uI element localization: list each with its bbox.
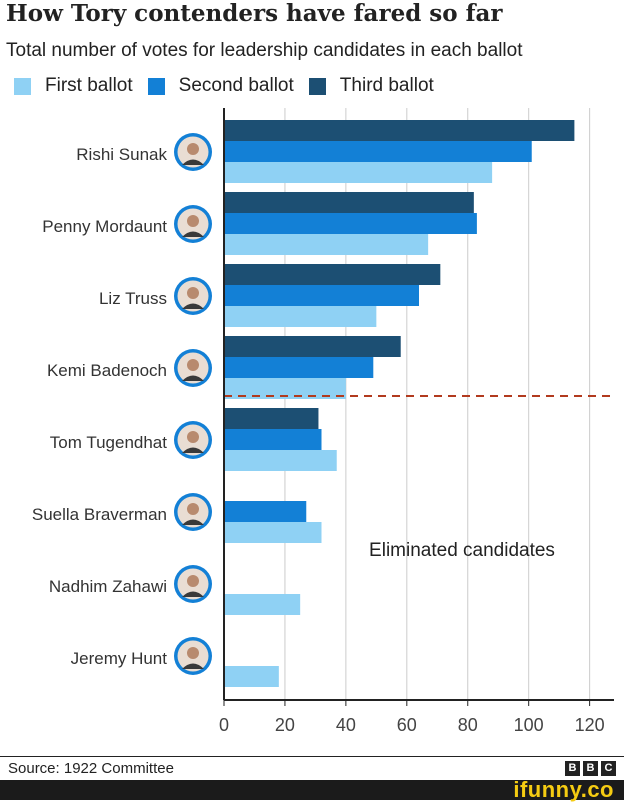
x-tick-label: 40 — [336, 715, 356, 735]
bar-third-ballot — [224, 336, 401, 357]
bbc-logo-letter: C — [601, 761, 616, 776]
category-label: Rishi Sunak — [76, 145, 167, 164]
bar-first-ballot — [224, 594, 301, 615]
candidate-avatar-body — [182, 519, 204, 525]
bar-third-ballot — [224, 408, 319, 429]
candidate-avatar-head — [187, 359, 199, 371]
candidate-avatar-head — [187, 647, 199, 659]
category-label: Suella Braverman — [32, 505, 167, 524]
legend-swatch-first-ballot — [14, 77, 31, 95]
bbc-logo: B B C — [562, 761, 616, 776]
x-tick-label: 0 — [219, 715, 229, 735]
legend-label-second-ballot: Second ballot — [178, 75, 294, 96]
legend: First ballot Second ballot Third ballot — [14, 74, 449, 98]
candidate-avatar-body — [182, 375, 204, 381]
legend-item-first-ballot: First ballot — [14, 75, 133, 97]
x-tick-label: 120 — [575, 715, 605, 735]
legend-swatch-third-ballot — [308, 77, 326, 95]
bar-second-ballot — [224, 501, 307, 522]
legend-label-first-ballot: First ballot — [45, 75, 133, 96]
annotation-eliminated: Eliminated candidates — [369, 540, 555, 561]
bar-second-ballot — [224, 213, 477, 234]
footer: Source: 1922 Committee B B C — [0, 756, 624, 781]
legend-item-second-ballot: Second ballot — [147, 75, 294, 97]
bar-first-ballot — [224, 522, 322, 543]
bar-second-ballot — [224, 357, 374, 378]
candidate-avatar-body — [182, 303, 204, 309]
candidate-avatar-head — [187, 287, 199, 299]
bar-first-ballot — [224, 162, 493, 183]
candidate-avatar-body — [182, 663, 204, 669]
category-label: Tom Tugendhat — [50, 433, 167, 452]
category-label: Penny Mordaunt — [42, 217, 167, 236]
bbc-logo-letter: B — [583, 761, 598, 776]
bar-third-ballot — [224, 264, 441, 285]
category-label: Jeremy Hunt — [71, 649, 168, 668]
bar-first-ballot — [224, 378, 346, 399]
candidate-avatar-body — [182, 159, 204, 165]
bar-second-ballot — [224, 141, 532, 162]
bar-first-ballot — [224, 666, 279, 687]
candidate-avatar-head — [187, 503, 199, 515]
x-tick-label: 100 — [514, 715, 544, 735]
bar-third-ballot — [224, 192, 474, 213]
category-label: Kemi Badenoch — [47, 361, 167, 380]
candidate-avatar-head — [187, 143, 199, 155]
chart-subtitle: Total number of votes for leadership can… — [6, 40, 523, 61]
x-tick-label: 20 — [275, 715, 295, 735]
x-tick-label: 60 — [397, 715, 417, 735]
bbc-logo-letter: B — [565, 761, 580, 776]
x-tick-label: 80 — [458, 715, 478, 735]
bar-first-ballot — [224, 234, 429, 255]
bar-first-ballot — [224, 450, 337, 471]
source-note: Source: 1922 Committee — [8, 760, 174, 777]
candidate-avatar-body — [182, 231, 204, 237]
legend-label-third-ballot: Third ballot — [339, 75, 434, 96]
legend-swatch-second-ballot — [147, 77, 165, 95]
bar-chart: Rishi Sunak Penny Mordaunt Liz Truss Kemi B… — [32, 108, 614, 735]
bar-first-ballot — [224, 306, 377, 327]
bar-second-ballot — [224, 285, 419, 306]
category-label: Liz Truss — [99, 289, 167, 308]
candidate-avatar-body — [182, 591, 204, 597]
candidate-avatar-head — [187, 431, 199, 443]
candidate-avatar-head — [187, 215, 199, 227]
candidate-avatar-head — [187, 575, 199, 587]
watermark-bar: ifunny.co — [0, 777, 624, 802]
category-label: Nadhim Zahawi — [49, 577, 167, 596]
chart-title: How Tory contenders have fared so far — [6, 0, 503, 27]
candidate-avatar-body — [182, 447, 204, 453]
bar-second-ballot — [224, 429, 322, 450]
legend-item-third-ballot: Third ballot — [308, 75, 434, 97]
watermark: ifunny.co — [513, 777, 614, 802]
bar-third-ballot — [224, 120, 575, 141]
